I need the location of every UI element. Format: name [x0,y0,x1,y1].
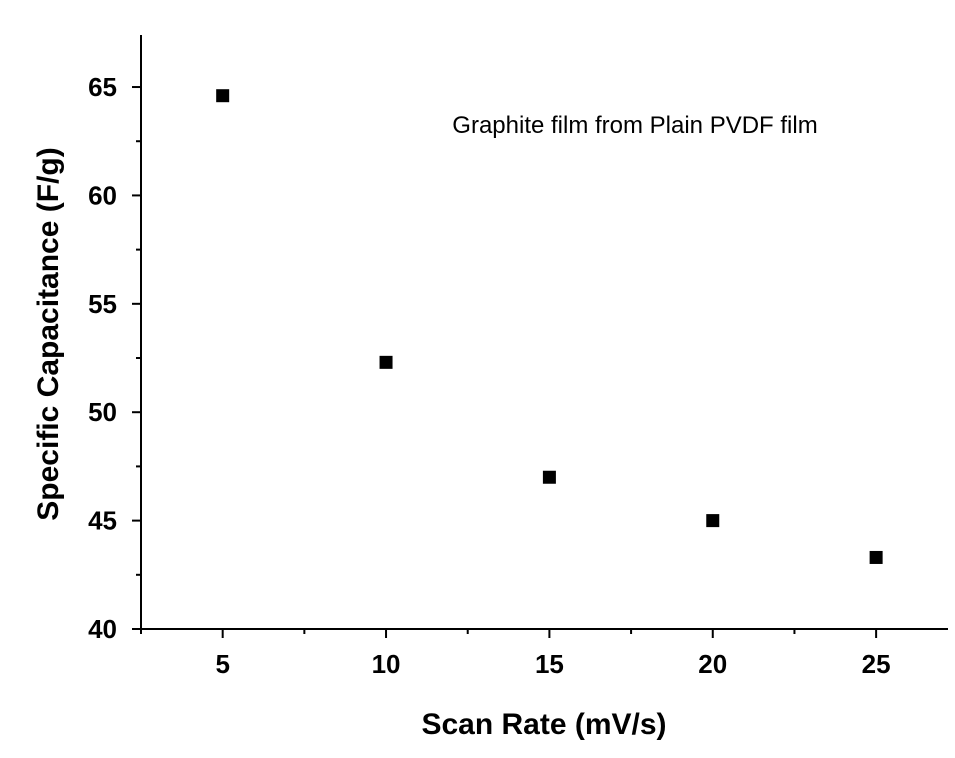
x-tick-label: 10 [372,649,401,679]
x-axis-ticks: 5 10 15 20 25 [140,629,891,679]
y-tick-label: 45 [88,506,117,536]
data-point [542,470,556,484]
y-axis-title: Specific Capacitance (F/g) [32,147,65,520]
y-tick-label: 65 [88,72,117,102]
axes [140,35,948,630]
x-tick-label: 25 [862,649,891,679]
y-axis-ticks: 40 45 50 55 60 65 [88,72,141,644]
y-tick-label: 60 [88,180,117,210]
chart-annotation: Graphite film from Plain PVDF film [452,112,817,139]
data-point [706,514,720,528]
x-tick-label: 15 [535,649,564,679]
data-point [216,89,230,103]
y-tick-label: 55 [88,289,117,319]
x-tick-label: 20 [698,649,727,679]
data-points [216,89,883,564]
x-axis-title: Scan Rate (mV/s) [421,708,666,741]
x-tick-label: 5 [215,649,229,679]
y-tick-label: 40 [88,614,117,644]
data-point [379,355,393,369]
data-point [869,550,883,564]
y-tick-label: 50 [88,397,117,427]
